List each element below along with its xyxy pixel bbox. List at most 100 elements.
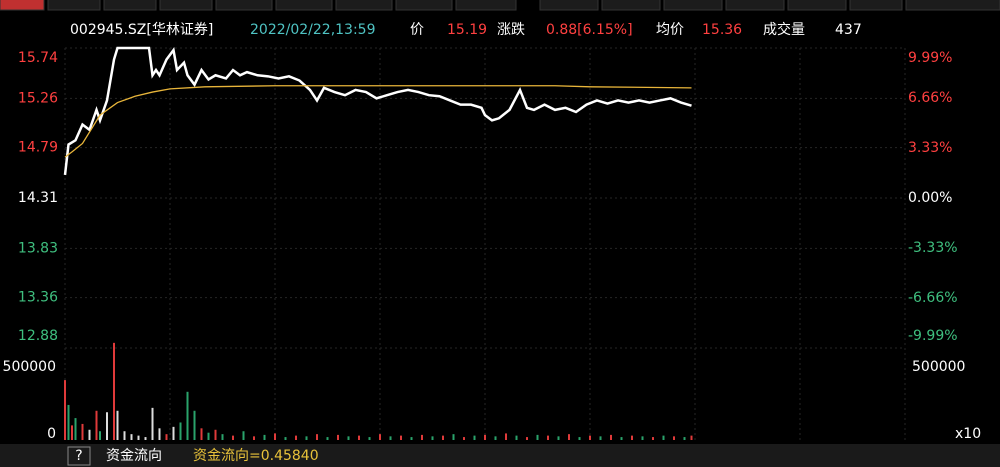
y-tick-label: 14.79 xyxy=(18,140,58,156)
volume-bar xyxy=(88,429,91,440)
volume-bar xyxy=(452,434,455,440)
y2-tick-label: 0.00% xyxy=(908,190,952,206)
volume-bar xyxy=(106,412,108,440)
volume-bar xyxy=(263,434,266,440)
volume-bar xyxy=(358,435,360,440)
footer-bar xyxy=(0,444,1000,467)
tab[interactable] xyxy=(47,0,101,11)
price-line xyxy=(63,46,692,176)
change-label: 涨跌 xyxy=(497,22,525,38)
volume-bar xyxy=(186,391,189,440)
volume-bar xyxy=(568,434,570,440)
volume-bar xyxy=(113,342,115,440)
tab[interactable] xyxy=(905,0,1000,11)
y2-tick-label: 6.66% xyxy=(908,90,952,106)
change: 0.88[6.15%] xyxy=(546,22,633,38)
volume-bar xyxy=(421,434,423,440)
price: 15.19 xyxy=(447,22,487,38)
tab[interactable] xyxy=(663,0,723,11)
tab[interactable] xyxy=(849,0,903,11)
volume-bar xyxy=(536,434,539,440)
y-tick-label: 13.36 xyxy=(18,290,58,306)
avg-label: 均价 xyxy=(656,22,684,38)
volume-bar xyxy=(99,431,101,440)
volume-bar xyxy=(631,435,633,440)
volume-bar xyxy=(410,437,413,440)
vol-multiplier: x10 xyxy=(955,426,981,442)
help[interactable]: ? xyxy=(75,448,82,464)
volume-bar xyxy=(431,436,434,440)
volume-bar xyxy=(599,436,602,440)
volume-bar xyxy=(130,434,133,440)
volume-bar xyxy=(368,437,371,440)
volume-bar xyxy=(326,437,329,440)
vol-tick-label: 500000 xyxy=(3,359,56,375)
volume-bar xyxy=(337,434,339,440)
vol-label: 成交量 xyxy=(763,21,805,38)
tab[interactable] xyxy=(601,0,661,11)
volume-bar xyxy=(690,435,693,440)
volume-bar xyxy=(463,437,465,440)
volume-bar xyxy=(144,437,147,440)
help-box[interactable] xyxy=(67,446,91,466)
vol: 437 xyxy=(835,22,862,38)
volume-bar xyxy=(347,436,350,440)
y-tick-label: 15.74 xyxy=(18,50,58,66)
volume-bar xyxy=(400,435,402,440)
y2-tick-label: 9.99% xyxy=(908,50,952,66)
tab[interactable] xyxy=(395,0,453,11)
tab[interactable] xyxy=(335,0,393,11)
tab[interactable] xyxy=(539,0,599,11)
y2-tick-label: 3.33% xyxy=(908,140,952,156)
volume-bar xyxy=(193,410,196,440)
volume-bar xyxy=(214,429,217,440)
volume-bar xyxy=(589,435,591,440)
volume-bar xyxy=(158,428,161,440)
footer-indicator: 资金流向=0.45840 xyxy=(193,448,319,464)
volume-bar xyxy=(620,437,623,440)
y2-tick-label: -3.33% xyxy=(908,240,958,256)
volume-bar xyxy=(165,434,168,440)
volume-bar xyxy=(473,435,476,440)
stock-code: 002945.SZ[华林证券] xyxy=(70,22,213,38)
time: 2022/02/22,13:59 xyxy=(250,22,376,38)
volume-bar xyxy=(200,428,203,440)
volume-bar xyxy=(547,435,549,440)
volume-bar xyxy=(557,436,560,440)
volume-bar xyxy=(151,407,154,440)
tab[interactable] xyxy=(103,0,157,11)
volume-bar xyxy=(179,422,182,440)
volume-bar xyxy=(172,426,175,440)
volume-bar xyxy=(683,437,686,440)
volume-bar xyxy=(505,433,507,440)
volume-bar xyxy=(123,431,126,440)
volume-bar xyxy=(274,433,276,440)
avg: 15.36 xyxy=(702,22,742,38)
tab[interactable] xyxy=(159,0,213,11)
price-label: 价 xyxy=(410,22,424,38)
volume-bar xyxy=(67,404,70,440)
volume-bar xyxy=(389,436,392,440)
volume-bar xyxy=(494,436,497,440)
y-tick-label: 13.83 xyxy=(18,240,58,256)
y2-tick-label: -6.66% xyxy=(908,290,958,306)
volume-bar xyxy=(610,434,612,440)
tab[interactable] xyxy=(787,0,847,11)
volume-bar xyxy=(74,418,77,440)
tab[interactable] xyxy=(725,0,785,11)
y-tick-label: 14.31 xyxy=(18,190,58,206)
vol-tick-label: 500000 xyxy=(912,359,965,375)
volume-bar xyxy=(242,431,245,440)
y-tick-label: 12.88 xyxy=(18,328,58,344)
tab[interactable] xyxy=(455,0,517,11)
tab[interactable] xyxy=(275,0,333,11)
tab[interactable] xyxy=(0,0,45,11)
tab[interactable] xyxy=(215,0,273,11)
volume-bar xyxy=(232,435,234,440)
price-line xyxy=(64,85,692,158)
volume-bar xyxy=(137,435,140,440)
volume-bar xyxy=(484,434,486,440)
volume-bar xyxy=(316,434,318,440)
volume-bar xyxy=(284,437,287,440)
